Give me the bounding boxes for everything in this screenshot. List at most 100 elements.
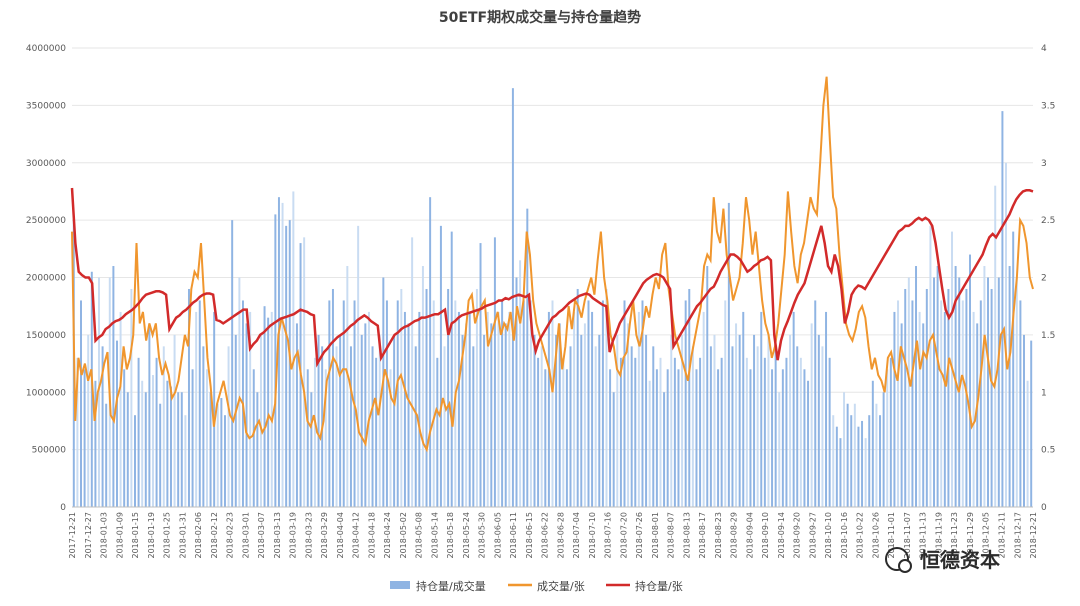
bar bbox=[670, 334, 673, 508]
bar bbox=[468, 311, 471, 507]
bar bbox=[706, 266, 709, 507]
bar bbox=[972, 311, 975, 507]
bar bbox=[472, 346, 475, 507]
y-left-tick-label: 500000 bbox=[32, 446, 67, 456]
bar bbox=[994, 185, 997, 507]
bar bbox=[767, 334, 770, 508]
y-left-tick-label: 3000000 bbox=[26, 159, 66, 169]
bar bbox=[76, 357, 79, 507]
x-tick-label: 2018-04-18 bbox=[367, 512, 376, 559]
bar bbox=[900, 323, 903, 507]
bar bbox=[119, 311, 122, 507]
bar bbox=[447, 288, 450, 507]
bar bbox=[598, 334, 601, 508]
bar bbox=[83, 369, 86, 507]
x-tick-label: 2018-12-05 bbox=[982, 512, 991, 559]
bar bbox=[436, 357, 439, 507]
x-tick-label: 2018-05-18 bbox=[446, 512, 455, 559]
bar bbox=[727, 202, 730, 507]
bar bbox=[695, 369, 698, 507]
bar bbox=[259, 334, 262, 508]
bar bbox=[317, 334, 320, 508]
bar bbox=[159, 403, 162, 507]
bar bbox=[724, 300, 727, 507]
bar bbox=[195, 311, 198, 507]
bar bbox=[605, 288, 608, 507]
bar bbox=[245, 323, 248, 507]
bar bbox=[904, 288, 907, 507]
bar bbox=[443, 346, 446, 507]
bar bbox=[238, 277, 241, 507]
bar bbox=[328, 300, 331, 507]
x-tick-label: 2018-06-05 bbox=[493, 512, 502, 559]
x-tick-label: 2018-02-12 bbox=[210, 512, 219, 559]
bar bbox=[1030, 340, 1033, 507]
x-tick-label: 2018-09-04 bbox=[745, 512, 754, 559]
bar bbox=[180, 392, 183, 507]
bar bbox=[313, 357, 316, 507]
bar bbox=[202, 346, 205, 507]
x-tick-label: 2018-09-10 bbox=[761, 512, 770, 559]
bar bbox=[123, 369, 126, 507]
bar bbox=[400, 288, 403, 507]
bar bbox=[378, 334, 381, 508]
bar bbox=[666, 369, 669, 507]
legend: 持仓量/成交量 成交量/张 持仓量/张 bbox=[390, 579, 683, 593]
bar bbox=[864, 438, 867, 507]
bar bbox=[558, 323, 561, 507]
bar bbox=[205, 369, 208, 507]
bar bbox=[324, 369, 327, 507]
x-tick-label: 2017-12-21 bbox=[68, 512, 77, 559]
bar bbox=[828, 357, 831, 507]
bar bbox=[547, 311, 550, 507]
x-tick-label: 2018-08-29 bbox=[730, 512, 739, 559]
bar bbox=[569, 346, 572, 507]
bar bbox=[677, 369, 680, 507]
x-tick-label: 2018-05-30 bbox=[478, 512, 487, 559]
bar bbox=[562, 357, 565, 507]
y-axis-left-ticks: 0 500000 1000000 1500000 2000000 2500000 30000… bbox=[26, 44, 66, 513]
bar bbox=[277, 197, 280, 508]
y-right-tick-label: 0.5 bbox=[1041, 446, 1055, 456]
bar bbox=[411, 237, 414, 507]
bar bbox=[763, 357, 766, 507]
bar bbox=[853, 403, 856, 507]
bar bbox=[339, 334, 342, 508]
watermark: 恒德资本 bbox=[885, 547, 1000, 573]
x-tick-label: 2018-08-01 bbox=[651, 512, 660, 559]
x-tick-label: 2018-11-19 bbox=[934, 512, 943, 559]
bar bbox=[947, 288, 950, 507]
y-right-tick-label: 3.5 bbox=[1041, 101, 1055, 111]
bar bbox=[915, 266, 918, 507]
x-tick-label: 2018-05-02 bbox=[399, 512, 408, 559]
x-tick-label: 2018-05-08 bbox=[415, 512, 424, 559]
wechat-logo-icon-dot bbox=[898, 559, 912, 573]
bar bbox=[234, 334, 237, 508]
x-tick-label: 2018-11-07 bbox=[903, 512, 912, 559]
x-tick-label: 2018-06-22 bbox=[541, 512, 550, 559]
bar bbox=[976, 323, 979, 507]
bar bbox=[756, 346, 759, 507]
x-tick-label: 2018-09-27 bbox=[808, 512, 817, 559]
bar bbox=[519, 260, 522, 507]
bar bbox=[652, 346, 655, 507]
bar bbox=[407, 323, 410, 507]
bar bbox=[425, 288, 428, 507]
bar bbox=[612, 392, 615, 507]
bar bbox=[1026, 380, 1029, 507]
bar bbox=[540, 346, 543, 507]
bar bbox=[673, 357, 676, 507]
y-left-tick-label: 1500000 bbox=[26, 331, 66, 341]
x-tick-label: 2018-03-07 bbox=[257, 512, 266, 559]
bar bbox=[655, 369, 658, 507]
bar bbox=[263, 306, 266, 507]
bar bbox=[515, 277, 518, 507]
x-tick-label: 2018-08-23 bbox=[714, 512, 723, 559]
bar bbox=[979, 300, 982, 507]
x-tick-label: 2018-09-14 bbox=[777, 512, 786, 559]
y-right-tick-label: 1 bbox=[1041, 388, 1047, 398]
bar bbox=[875, 403, 878, 507]
bar bbox=[526, 208, 529, 507]
bar bbox=[936, 266, 939, 507]
x-tick-label: 2018-07-10 bbox=[588, 512, 597, 559]
